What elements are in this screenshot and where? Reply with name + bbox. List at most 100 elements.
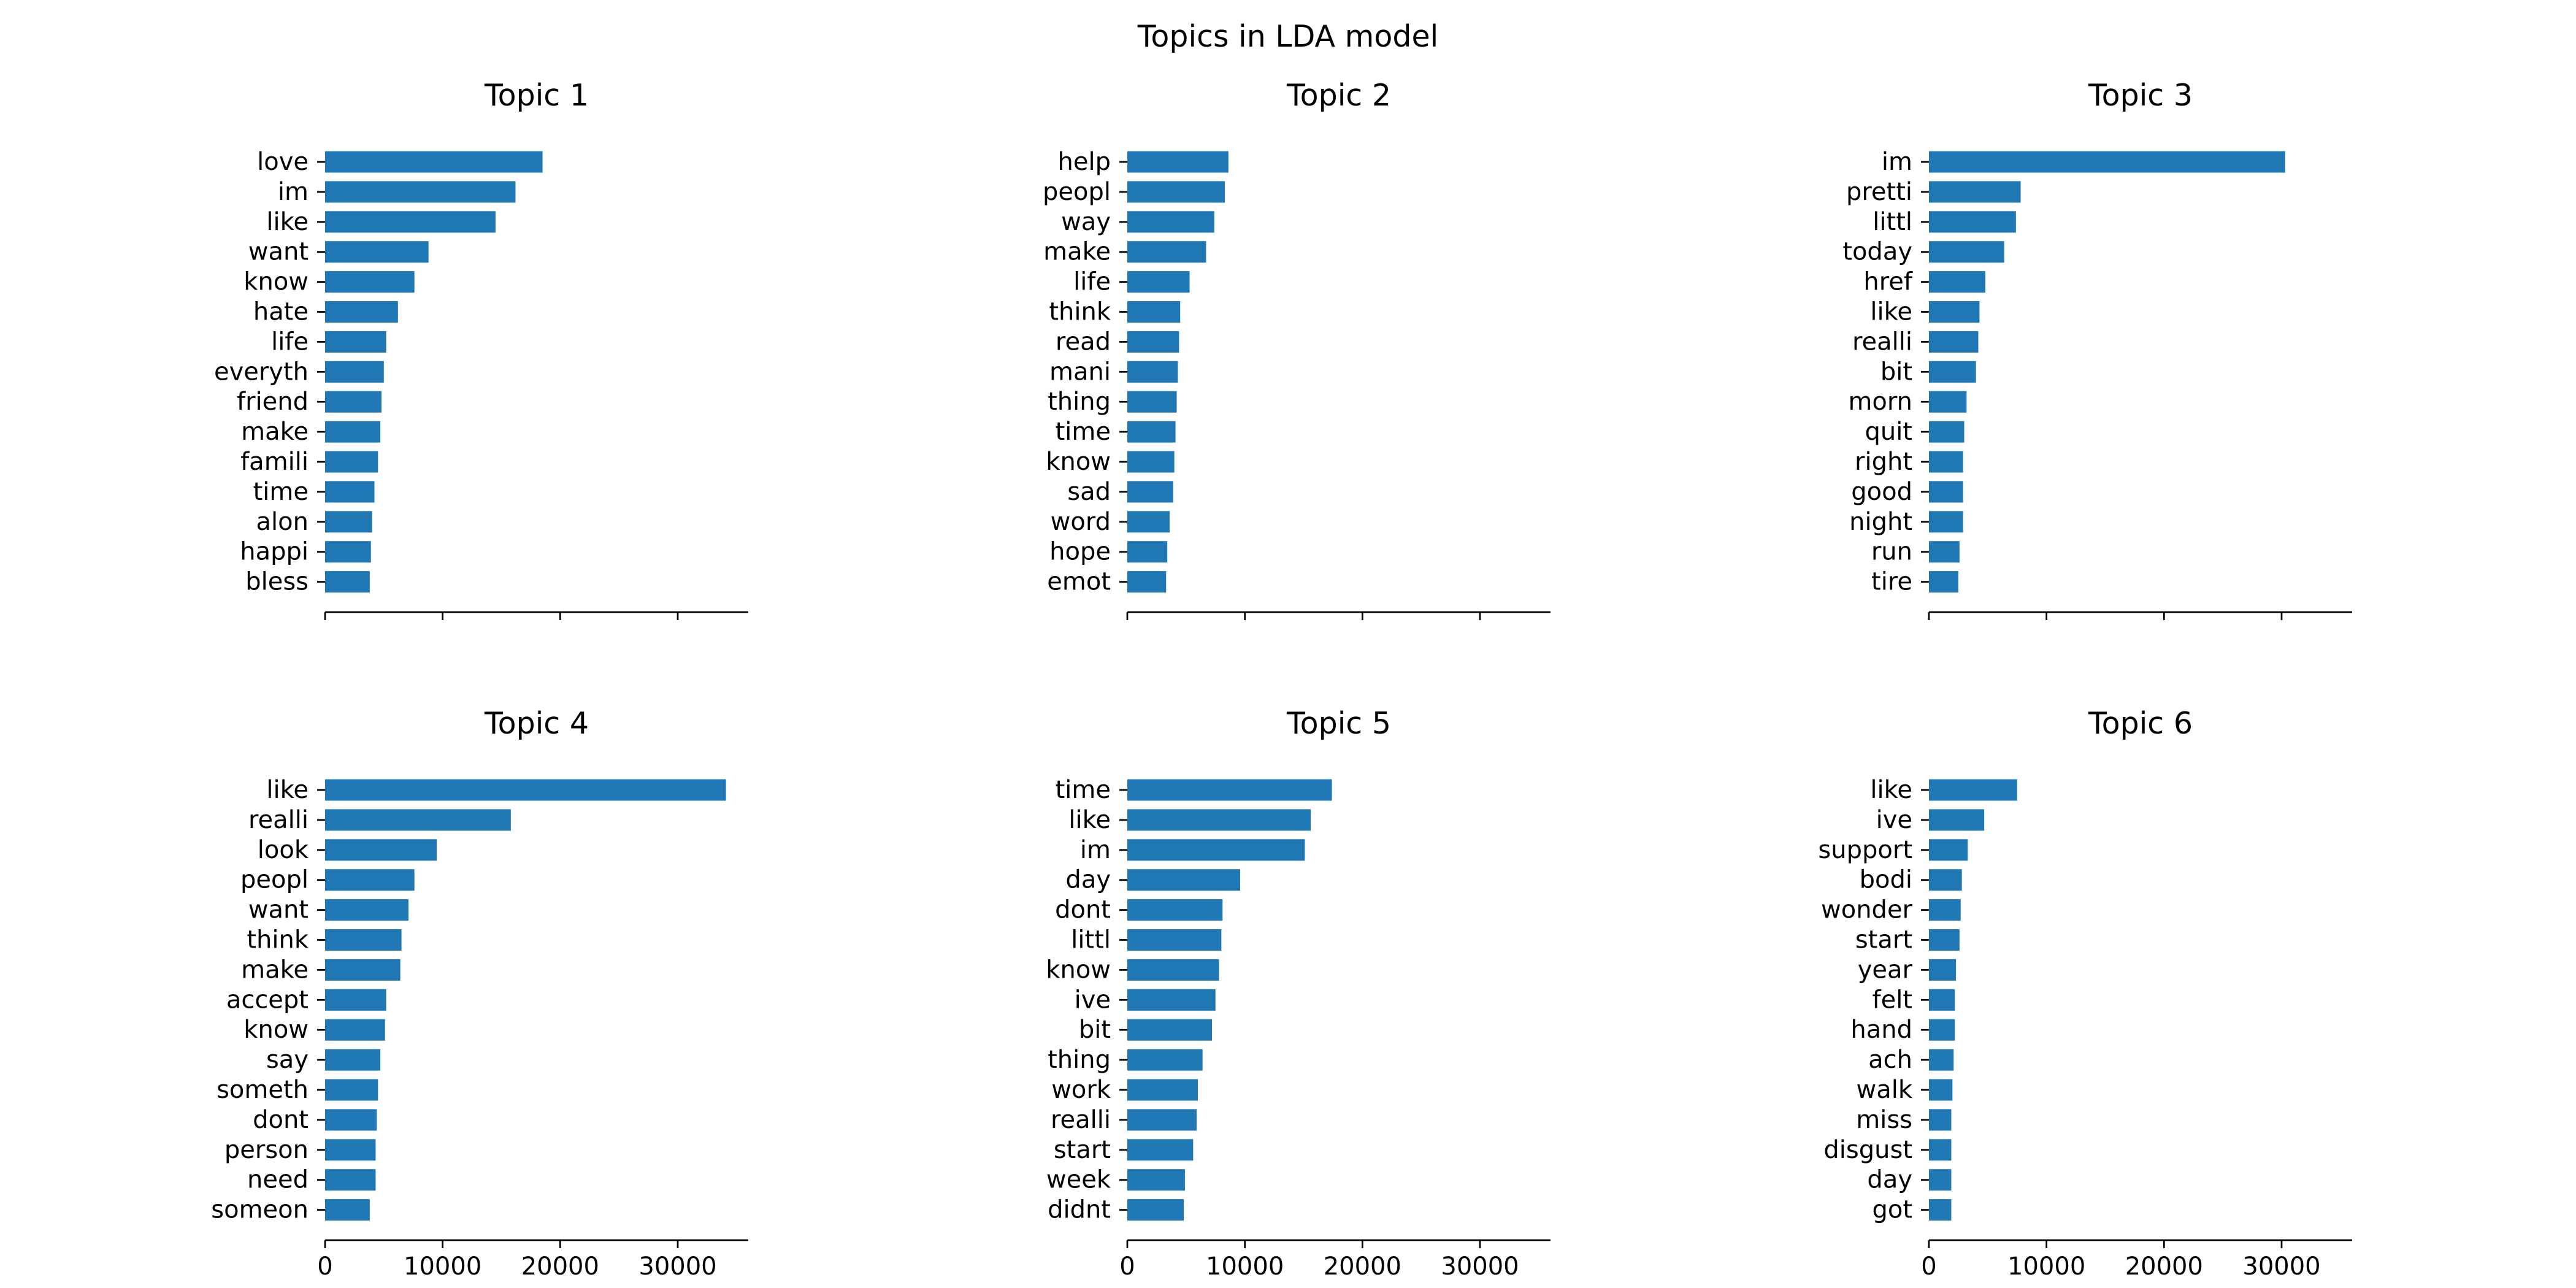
ytick-label: start [1855, 926, 1912, 954]
bar-think [325, 929, 402, 951]
bar-walk [1929, 1079, 1953, 1101]
bar-today [1929, 241, 2004, 263]
ytick-label: didnt [1048, 1196, 1111, 1224]
bar-know [1127, 959, 1219, 981]
bar-know [1127, 451, 1175, 473]
bar-ive [1127, 989, 1216, 1011]
bar-person [325, 1139, 376, 1161]
ytick-label: like [1068, 806, 1111, 834]
bar-ive [1929, 809, 1985, 831]
bar-good [1929, 481, 1963, 503]
bar-way [1127, 211, 1214, 233]
ytick-label: thing [1048, 388, 1111, 416]
ytick-label: week [1046, 1166, 1111, 1194]
bar-week [1127, 1169, 1185, 1191]
ytick-label: need [247, 1166, 309, 1194]
ytick-label: dont [1055, 896, 1111, 924]
bar-famili [325, 451, 378, 473]
xtick-label: 0 [1921, 1252, 1936, 1281]
ytick-label: year [1858, 956, 1913, 984]
ytick-label: bit [1079, 1016, 1111, 1044]
ytick-label: accept [226, 986, 309, 1014]
bar-know [325, 271, 415, 293]
bar-miss [1929, 1109, 1952, 1131]
bar-friend [325, 391, 381, 413]
panel-title: Topic 1 [484, 78, 589, 113]
bar-im [1127, 839, 1305, 861]
ytick-label: look [258, 836, 309, 864]
bar-work [1127, 1079, 1198, 1101]
bar-like [1929, 779, 2017, 801]
ytick-label: know [243, 268, 309, 296]
ytick-label: thing [1048, 1046, 1111, 1074]
bar-know [325, 1019, 385, 1041]
ytick-label: im [1882, 148, 1912, 176]
bar-like [325, 211, 496, 233]
xtick-label: 20000 [1324, 1252, 1401, 1281]
bar-realli [325, 809, 511, 831]
bar-got [1929, 1199, 1952, 1221]
ytick-label: way [1061, 208, 1111, 236]
ytick-label: make [241, 956, 309, 984]
ytick-label: realli [248, 806, 309, 834]
panel-title: Topic 3 [2088, 78, 2193, 113]
bar-realli [1929, 331, 1979, 353]
bar-emot [1127, 571, 1167, 593]
bar-someon [325, 1199, 370, 1221]
ytick-label: know [1046, 448, 1111, 476]
bar-time [325, 481, 375, 503]
ytick-label: im [278, 178, 309, 206]
ytick-label: work [1051, 1076, 1111, 1104]
ytick-label: pretti [1846, 178, 1912, 206]
ytick-label: alon [256, 508, 309, 536]
ytick-label: littl [1873, 208, 1912, 236]
bar-sad [1127, 481, 1173, 503]
topic-panel-6: Topic 6 likeivesupportbodiwonderstartyear… [1818, 706, 2352, 1281]
xtick-label: 10000 [1206, 1252, 1284, 1281]
ytick-label: make [1043, 238, 1111, 266]
ytick-label: think [247, 926, 309, 954]
bar-read [1127, 331, 1179, 353]
ytick-label: make [241, 418, 309, 446]
ytick-label: ach [1868, 1046, 1912, 1074]
panel-title: Topic 5 [1286, 706, 1391, 741]
ytick-label: know [243, 1016, 309, 1044]
ytick-label: felt [1873, 986, 1913, 1014]
topic-panels: Topic 1loveimlikewantknowhatelifeeveryth… [211, 78, 2352, 1281]
ytick-label: someon [211, 1196, 309, 1224]
bar-im [325, 181, 516, 203]
ytick-label: hope [1049, 538, 1111, 566]
bar-bless [325, 571, 370, 593]
ytick-label: want [248, 896, 309, 924]
ytick-label: peopl [1043, 178, 1111, 206]
ytick-label: everyth [214, 358, 309, 386]
bar-time [1127, 779, 1332, 801]
xtick-label: 10000 [404, 1252, 481, 1281]
ytick-label: good [1851, 478, 1912, 506]
bar-morn [1929, 391, 1967, 413]
topic-panel-3: Topic 3 imprettilittltodayhreflikereallib… [1842, 78, 2352, 620]
ytick-label: disgust [1823, 1136, 1912, 1164]
bar-accept [325, 989, 386, 1011]
ytick-label: morn [1848, 388, 1912, 416]
ytick-label: miss [1856, 1106, 1912, 1134]
bar-dont [325, 1109, 377, 1131]
bar-day [1127, 869, 1240, 891]
bar-disgust [1929, 1139, 1952, 1161]
ytick-label: word [1051, 508, 1111, 536]
ytick-label: know [1046, 956, 1111, 984]
panel-title: Topic 4 [484, 706, 589, 741]
bar-help [1127, 151, 1229, 173]
bar-quit [1929, 421, 1965, 443]
bar-night [1929, 511, 1963, 533]
xtick-label: 30000 [638, 1252, 716, 1281]
ytick-label: friend [237, 388, 309, 416]
ytick-label: night [1849, 508, 1912, 536]
bar-littl [1127, 929, 1222, 951]
bar-im [1929, 151, 2285, 173]
ytick-label: dont [253, 1106, 309, 1134]
bar-hand [1929, 1019, 1955, 1041]
bar-href [1929, 271, 1985, 293]
ytick-label: love [257, 148, 309, 176]
bar-support [1929, 839, 1968, 861]
